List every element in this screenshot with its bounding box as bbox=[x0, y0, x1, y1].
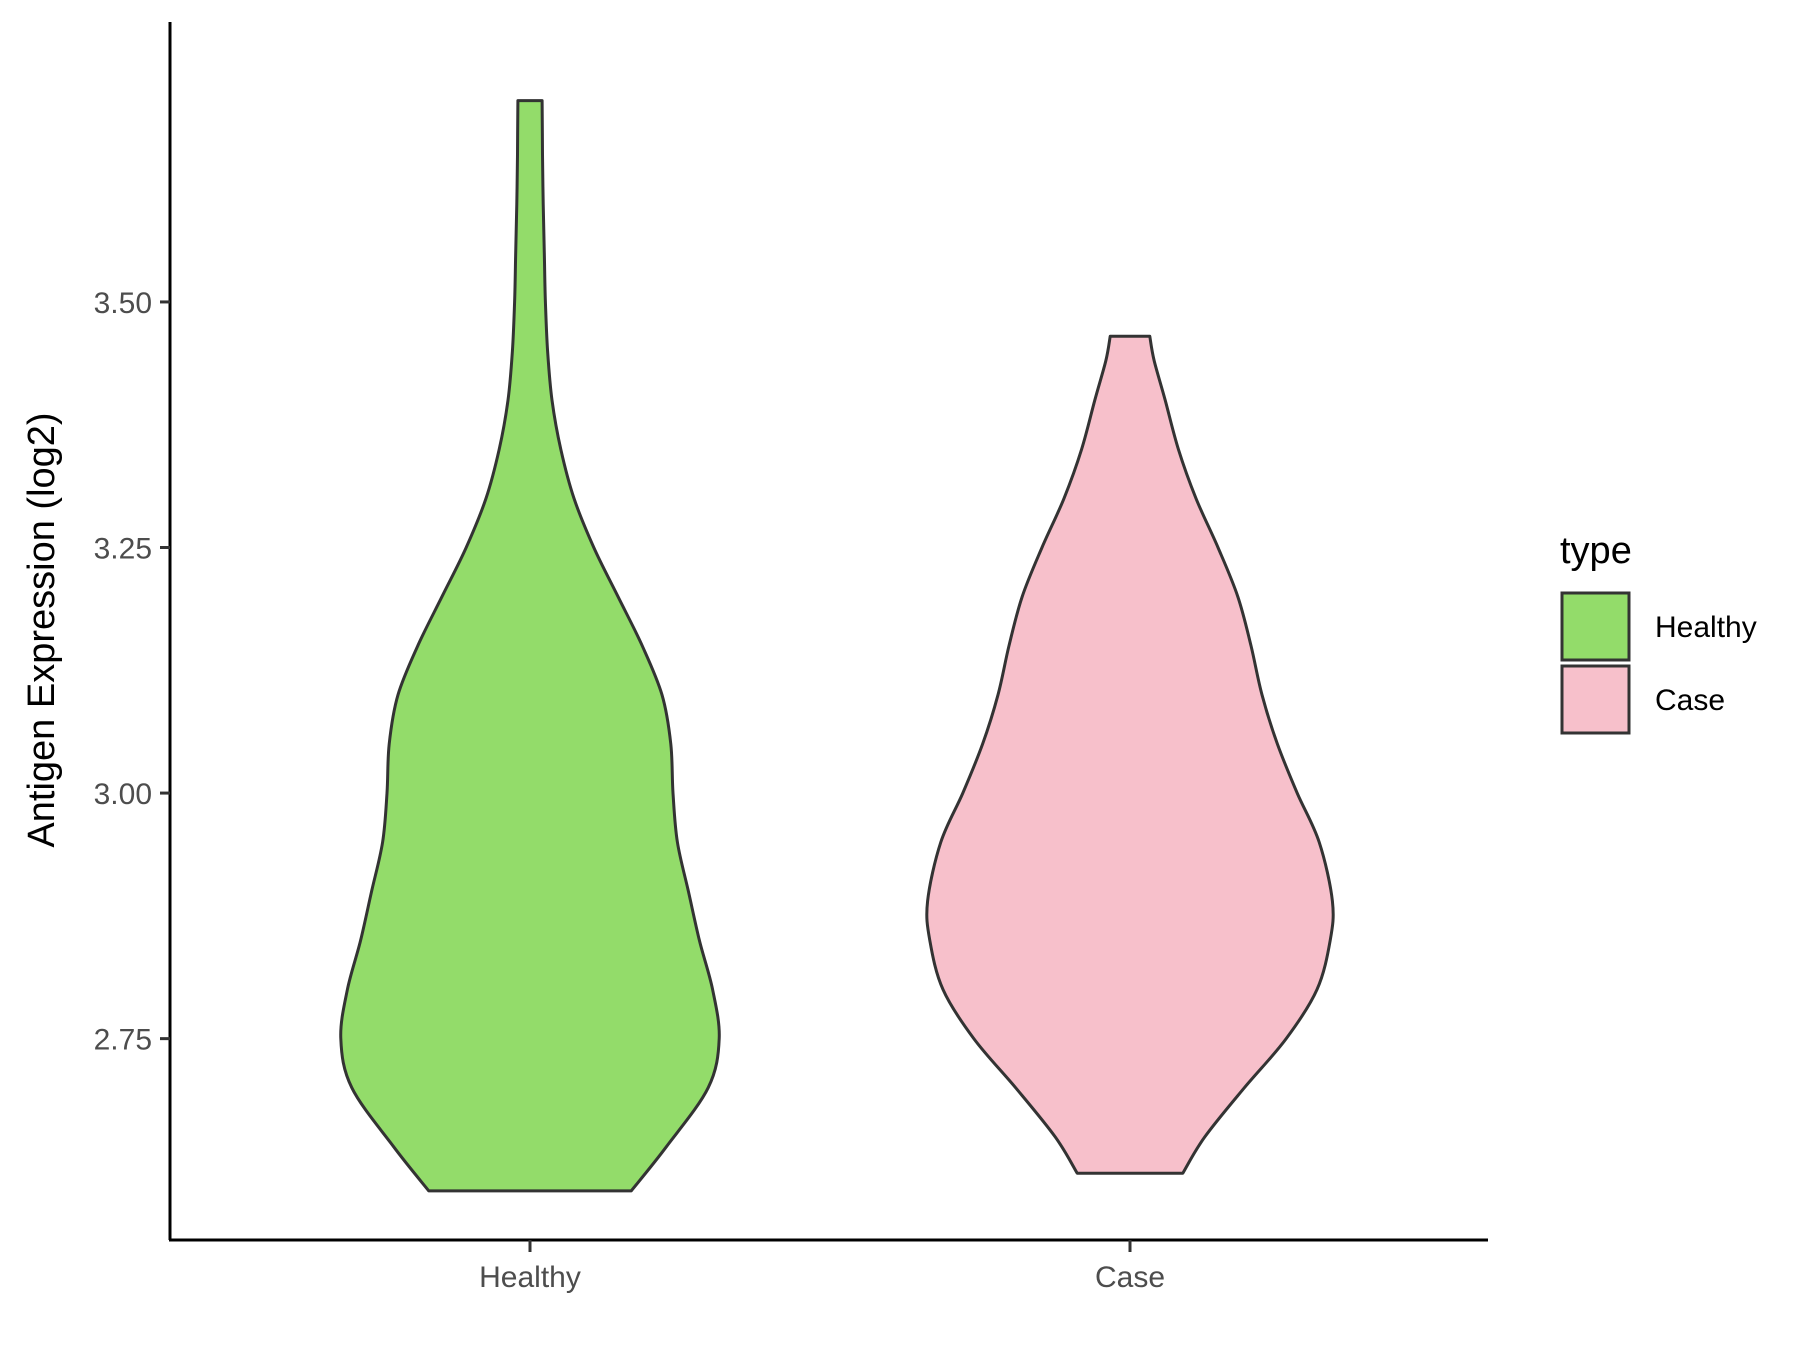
legend-items: Healthy Case bbox=[1560, 591, 1757, 735]
y-axis-title: Antigen Expression (log2) bbox=[21, 412, 63, 847]
x-ticks: Healthy Case bbox=[479, 1240, 1165, 1294]
y-tick-label: 3.50 bbox=[94, 287, 152, 320]
y-tick-label: 3.25 bbox=[94, 533, 152, 566]
y-tick-label: 2.75 bbox=[94, 1024, 152, 1057]
axes: 2.75 3.00 3.25 3.50 Healthy Case bbox=[94, 22, 1488, 1294]
violin-case bbox=[925, 334, 1335, 1175]
y-tick-label: 3.00 bbox=[94, 778, 152, 811]
violin-healthy bbox=[339, 99, 721, 1193]
legend-swatch-case bbox=[1560, 664, 1631, 735]
legend-label-healthy: Healthy bbox=[1655, 611, 1757, 644]
x-tick-label: Case bbox=[1095, 1261, 1165, 1294]
y-ticks: 2.75 3.00 3.25 3.50 bbox=[94, 287, 170, 1057]
x-tick-label: Healthy bbox=[479, 1261, 581, 1294]
violins bbox=[339, 99, 1335, 1193]
legend-swatch-healthy bbox=[1560, 591, 1631, 662]
legend-title: type bbox=[1560, 530, 1632, 572]
legend: type Healthy Case bbox=[1560, 530, 1757, 735]
legend-label-case: Case bbox=[1655, 684, 1725, 717]
